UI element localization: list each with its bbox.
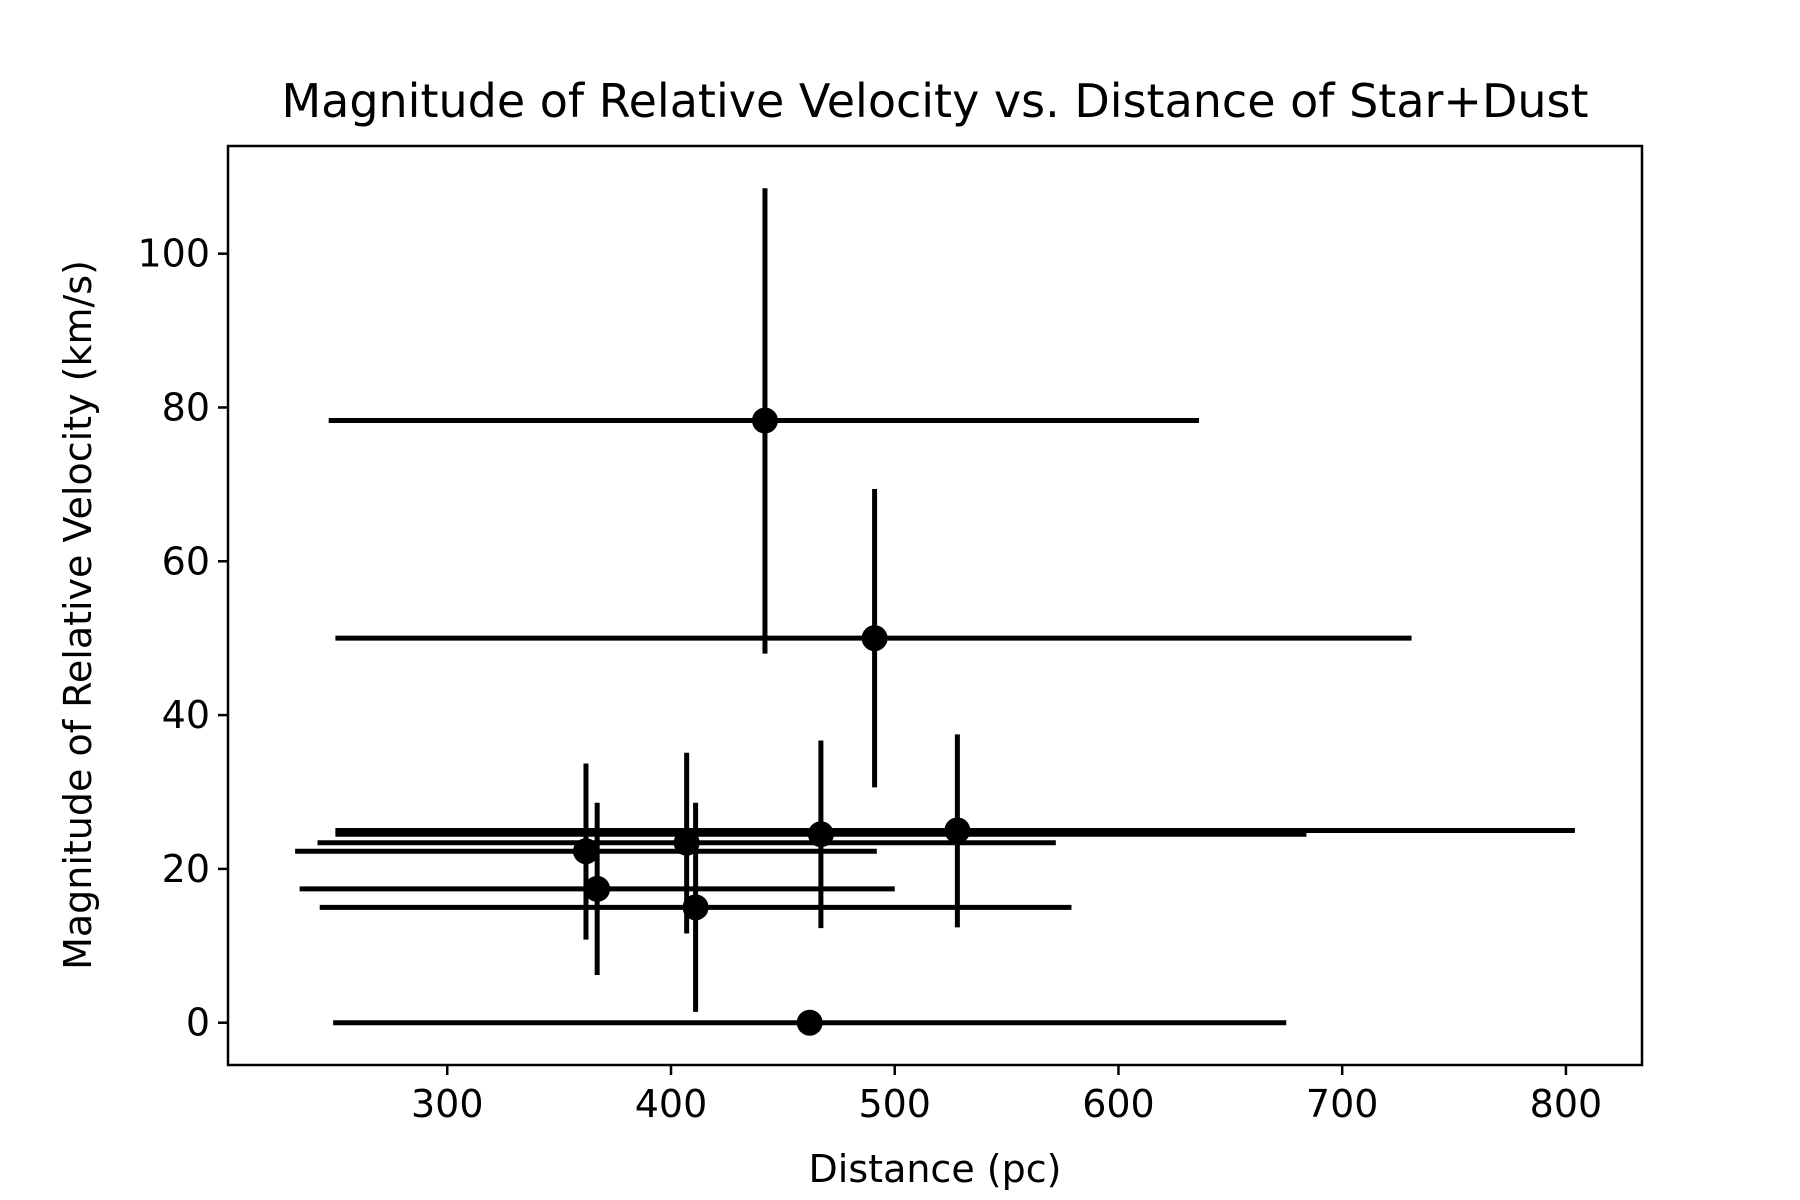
data-point-group-1 [335, 488, 1412, 788]
plot-area-frame [226, 144, 1644, 1067]
data-point-8 [796, 1009, 823, 1036]
y-tick-label-4: 80 [162, 385, 210, 429]
data-point-group-2 [335, 734, 1575, 928]
data-point-group-5 [295, 763, 877, 940]
x-tick-label-5: 800 [1530, 1082, 1603, 1126]
y-tick-label-1: 20 [162, 847, 210, 891]
y-axis-label: Magnitude of Relative Velocity (km/s) [56, 260, 100, 970]
y-tick-label-0: 0 [186, 1001, 210, 1045]
data-point-group-8 [333, 1009, 1287, 1036]
y-tick-label-5: 100 [137, 232, 210, 276]
data-point-1 [861, 625, 888, 652]
data-point-group-3 [335, 740, 1307, 929]
data-point-group-7 [319, 802, 1072, 1012]
data-point-2 [944, 817, 971, 844]
data-point-7 [682, 894, 709, 921]
x-axis-label: Distance (pc) [809, 1147, 1062, 1191]
chart-title: Magnitude of Relative Velocity vs. Dista… [281, 74, 1588, 128]
x-tick-label-2: 500 [858, 1082, 931, 1126]
data-marks [295, 188, 1575, 1036]
data-point-5 [572, 838, 599, 865]
x-tick-label-4: 700 [1306, 1082, 1379, 1126]
y-tick-label-2: 40 [162, 693, 210, 737]
data-point-6 [584, 875, 611, 902]
y-axis-ticks: 0 20 40 60 80 100 [137, 232, 228, 1045]
x-axis-ticks: 300 400 500 600 700 800 [411, 1065, 1602, 1126]
x-tick-label-1: 400 [635, 1082, 708, 1126]
data-point-group-6 [299, 802, 895, 976]
data-point-group-0 [328, 188, 1200, 654]
x-tick-label-3: 600 [1082, 1082, 1155, 1126]
data-point-0 [751, 407, 778, 434]
y-tick-label-3: 60 [162, 539, 210, 583]
x-tick-label-0: 300 [411, 1082, 484, 1126]
